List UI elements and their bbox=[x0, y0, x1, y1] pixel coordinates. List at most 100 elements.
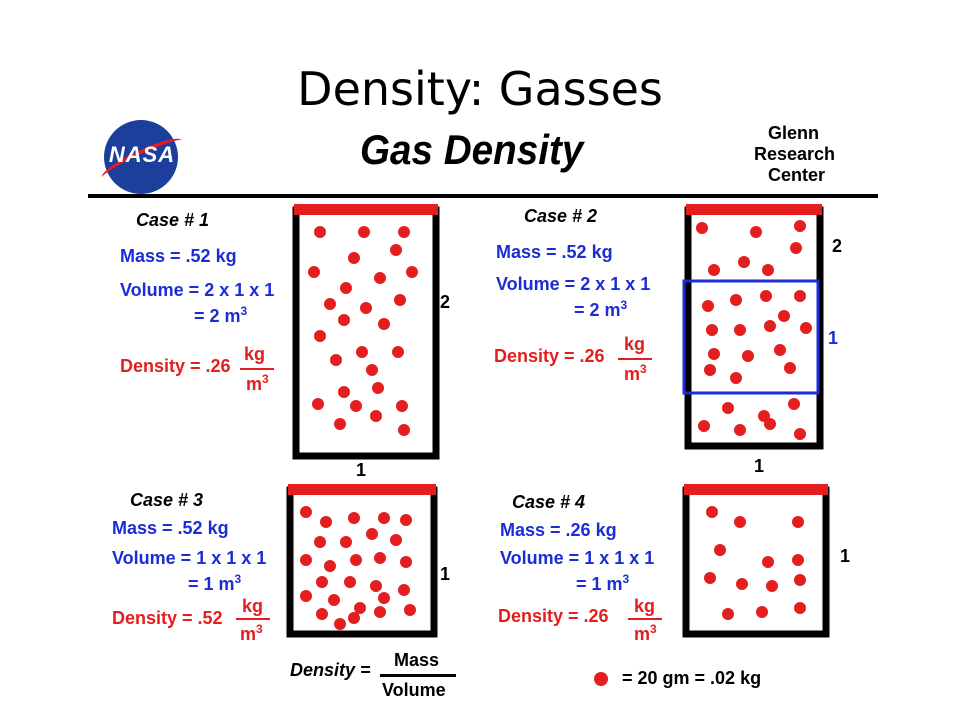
case-3-particle bbox=[300, 554, 312, 566]
case-1-particle bbox=[396, 400, 408, 412]
case-1-particle bbox=[356, 346, 368, 358]
case-4-particle bbox=[794, 574, 806, 586]
case-1-volume-result: = 2 m3 bbox=[194, 304, 248, 326]
case-1-particle bbox=[398, 226, 410, 238]
case-4-particle bbox=[706, 506, 718, 518]
case-2-box-label: 1 bbox=[828, 328, 839, 348]
case-1-particle bbox=[348, 252, 360, 264]
case-4-particle bbox=[734, 516, 746, 528]
case-3-particle bbox=[378, 512, 390, 524]
case-2-particle bbox=[788, 398, 800, 410]
case-2-particle bbox=[774, 344, 786, 356]
case-1-particle bbox=[334, 418, 346, 430]
diagram-title: Gas Density bbox=[360, 126, 584, 173]
case-2-particle bbox=[706, 324, 718, 336]
case-2-fraction-bar bbox=[618, 358, 652, 360]
case-2-width-label: 1 bbox=[754, 456, 765, 476]
org-line-2: Research bbox=[754, 144, 836, 164]
case-4-fraction-bar bbox=[628, 618, 662, 620]
case-1-particle bbox=[366, 364, 378, 376]
case-3-particle bbox=[370, 580, 382, 592]
case-1-particle bbox=[314, 226, 326, 238]
case-1-width-label: 1 bbox=[356, 460, 367, 480]
case-1-height-label: 2 bbox=[440, 292, 451, 312]
case-3-density: Density = .52 bbox=[112, 608, 223, 628]
case-3-particle bbox=[348, 612, 360, 624]
organization-label: Glenn Research Center bbox=[754, 123, 874, 186]
case-4-container-lid bbox=[684, 484, 828, 495]
case-3-particle bbox=[374, 552, 386, 564]
case-2-particle bbox=[738, 256, 750, 268]
formula-numerator: Mass bbox=[394, 650, 440, 670]
case-3-particle bbox=[314, 536, 326, 548]
case-1-particle bbox=[406, 266, 418, 278]
case-2-unit-den: m3 bbox=[624, 362, 647, 384]
case-1-particle bbox=[360, 302, 372, 314]
case-3-volume-result: = 1 m3 bbox=[188, 572, 242, 594]
case-3-particle bbox=[366, 528, 378, 540]
case-2-particle bbox=[734, 424, 746, 436]
case-1-particle bbox=[358, 226, 370, 238]
case-4-unit-num: kg bbox=[634, 596, 656, 616]
header-divider bbox=[88, 194, 878, 198]
case-3-particle bbox=[390, 534, 402, 546]
case-3-height-label: 1 bbox=[440, 564, 451, 584]
case-3-particle bbox=[320, 516, 332, 528]
case-2-particle bbox=[760, 290, 772, 302]
case-2-height-label: 2 bbox=[832, 236, 843, 256]
case-3-particle bbox=[400, 556, 412, 568]
case-3-volume: Volume = 1 x 1 x 1 bbox=[112, 548, 267, 568]
case-2-particle bbox=[702, 300, 714, 312]
case-2-label: Case # 2 bbox=[524, 206, 598, 226]
case-3-particle bbox=[316, 576, 328, 588]
case-2-particle bbox=[734, 324, 746, 336]
case-2-container-lid bbox=[686, 204, 822, 215]
org-line-3: Center bbox=[768, 165, 826, 185]
case-4-particle bbox=[736, 578, 748, 590]
case-3-particle bbox=[334, 618, 346, 630]
case-2-unit-num: kg bbox=[624, 334, 646, 354]
case-2-particle bbox=[704, 364, 716, 376]
case-2-particle bbox=[730, 294, 742, 306]
case-1-mass: Mass = .52 kg bbox=[120, 246, 237, 266]
case-1-particle bbox=[392, 346, 404, 358]
case-4-particle bbox=[792, 516, 804, 528]
case-2-particle bbox=[764, 418, 776, 430]
case-4-particle bbox=[722, 608, 734, 620]
case-1-particle bbox=[398, 424, 410, 436]
case-3-container-lid bbox=[288, 484, 436, 495]
case-1-unit-num: kg bbox=[244, 344, 266, 364]
case-4-particle bbox=[766, 580, 778, 592]
case-3-particle bbox=[398, 584, 410, 596]
case-2-particle bbox=[708, 348, 720, 360]
case-2-particle bbox=[730, 372, 742, 384]
org-line-1: Glenn bbox=[768, 123, 820, 143]
case-2-particle bbox=[762, 264, 774, 276]
particle-legend-text: = 20 gm = .02 kg bbox=[622, 668, 762, 688]
case-2-particle bbox=[794, 428, 806, 440]
case-3-particle bbox=[404, 604, 416, 616]
case-4-particle bbox=[714, 544, 726, 556]
case-3-unit-num: kg bbox=[242, 596, 264, 616]
case-2-mass: Mass = .52 kg bbox=[496, 242, 613, 262]
case-1-particle bbox=[372, 382, 384, 394]
case-2-volume-result: = 2 m3 bbox=[574, 298, 628, 320]
case-3-mass: Mass = .52 kg bbox=[112, 518, 229, 538]
case-4-density: Density = .26 bbox=[498, 606, 609, 626]
case-3-particle bbox=[374, 606, 386, 618]
case-3-particle bbox=[378, 592, 390, 604]
case-1-particle bbox=[324, 298, 336, 310]
case-3-label: Case # 3 bbox=[130, 490, 204, 510]
case-2-unit-volume-box bbox=[682, 279, 820, 395]
formula-label: Density = bbox=[290, 660, 371, 680]
case-1-particle bbox=[350, 400, 362, 412]
case-3-particle bbox=[340, 536, 352, 548]
case-1-fraction-bar bbox=[240, 368, 274, 370]
particle-legend-dot bbox=[594, 672, 608, 686]
case-2-particle bbox=[742, 350, 754, 362]
case-3-particle bbox=[400, 514, 412, 526]
case-2-particle bbox=[784, 362, 796, 374]
case-3-particle bbox=[328, 594, 340, 606]
case-2-particle bbox=[790, 242, 802, 254]
